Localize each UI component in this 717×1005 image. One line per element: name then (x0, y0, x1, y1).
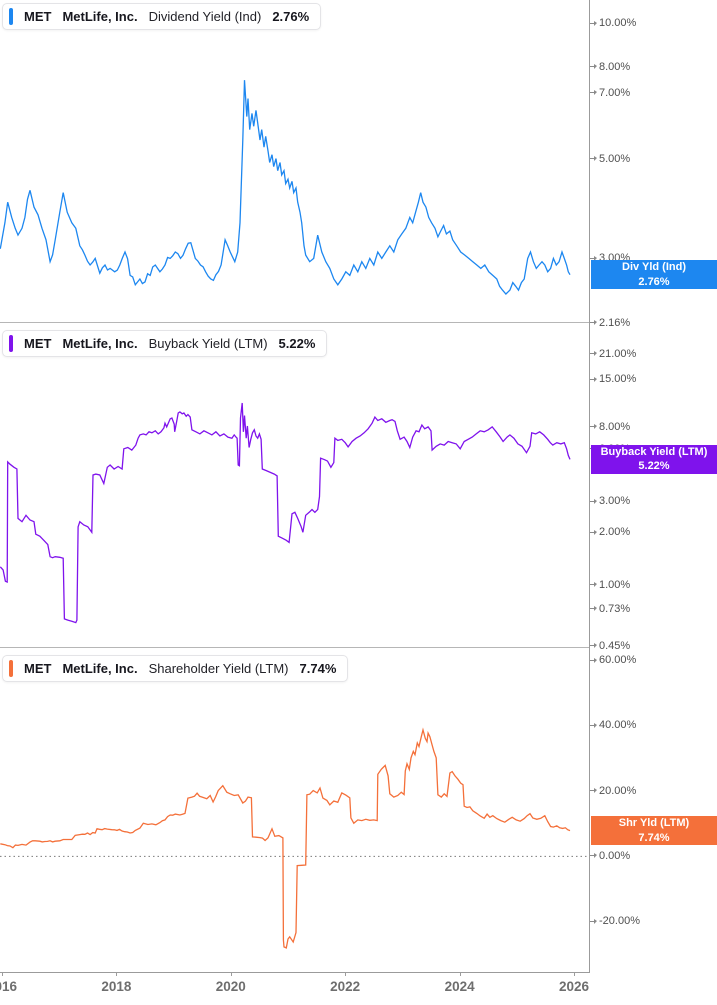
y-axis-tick-label: 10.00% (599, 17, 637, 30)
y-axis-tick (590, 853, 597, 859)
x-axis-year-label: 2020 (215, 979, 246, 994)
current-value: 5.22% (278, 336, 316, 351)
y-axis-tick (590, 64, 597, 70)
company-name: MetLife, Inc. (62, 661, 138, 676)
last-value-badge-div-yield: Div Yld (Ind) 2.76% (591, 260, 717, 290)
metric-name: Dividend Yield (Ind) (148, 9, 262, 24)
y-axis-tick-label: 0.00% (599, 849, 631, 862)
x-axis-year-label: 2018 (101, 979, 132, 994)
series-color-swatch (9, 335, 13, 352)
ticker-symbol: MET (24, 9, 52, 24)
y-axis-tick-label: 21.00% (599, 347, 637, 360)
x-axis-year-label: 2016 (0, 979, 18, 994)
company-name: MetLife, Inc. (62, 9, 138, 24)
ticker-symbol: MET (24, 661, 52, 676)
y-axis-tick-label: 15.00% (599, 373, 637, 386)
y-axis-tick (590, 529, 597, 535)
badge-label: Div Yld (Ind) (622, 261, 686, 274)
y-axis-tick (590, 90, 597, 96)
badge-value: 2.76% (638, 275, 670, 288)
y-axis-tick-label: 40.00% (599, 719, 637, 732)
y-axis-tick-label: 2.16% (599, 316, 631, 329)
x-axis-tick (574, 972, 575, 976)
last-value-badge-shareholder-yield: Shr Yld (LTM) 7.74% (591, 816, 717, 846)
badge-value: 5.22% (638, 460, 670, 473)
x-axis-year-label: 2022 (330, 979, 361, 994)
last-value-badge-buyback-yield: Buyback Yield (LTM) 5.22% (591, 444, 717, 474)
metric-name: Buyback Yield (LTM) (148, 336, 268, 351)
ticker-symbol: MET (24, 336, 52, 351)
y-axis-tick-label: 0.73% (599, 602, 631, 615)
y-axis-tick-label: 1.00% (599, 578, 631, 591)
x-axis-tick (345, 972, 347, 976)
y-axis-tick-label: 2.00% (599, 526, 631, 539)
company-name: MetLife, Inc. (62, 336, 138, 351)
y-axis-tick (590, 320, 597, 326)
y-axis-tick (590, 606, 597, 612)
y-axis-tick (590, 657, 597, 663)
buyback-yield-line (0, 402, 571, 624)
badge-label: Shr Yld (LTM) (618, 817, 690, 830)
metric-name: Shareholder Yield (LTM) (148, 661, 289, 676)
badge-label: Buyback Yield (LTM) (600, 446, 708, 459)
x-axis-tick (459, 972, 461, 976)
y-axis-tick-label: 8.00% (599, 420, 631, 433)
y-axis-tick-label: 60.00% (599, 654, 637, 667)
legend-shareholder-yield[interactable]: MET MetLife, Inc. Shareholder Yield (LTM… (2, 655, 349, 682)
x-axis-year-label: 2026 (558, 979, 590, 994)
series-color-swatch (9, 660, 13, 677)
y-axis-tick (590, 351, 597, 357)
y-axis-tick (590, 788, 597, 794)
y-axis-tick-label: 7.00% (599, 86, 631, 99)
y-axis-tick (590, 424, 597, 430)
y-axis-tick (590, 156, 597, 162)
y-axis-tick (590, 582, 597, 588)
current-value: 7.74% (299, 661, 337, 676)
y-axis-tick-label: 8.00% (599, 60, 631, 73)
y-axis-tick-label: 20.00% (599, 784, 637, 797)
y-axis-tick-label: -20.00% (599, 915, 640, 928)
series-color-swatch (9, 8, 13, 25)
y-axis-tick-label: 3.00% (599, 495, 631, 508)
y-axis-tick (590, 20, 597, 26)
x-axis-tick (116, 972, 118, 976)
badge-value: 7.74% (638, 831, 670, 844)
y-axis-tick (590, 722, 597, 728)
div-yield-line (0, 80, 571, 295)
legend-dividend-yield[interactable]: MET MetLife, Inc. Dividend Yield (Ind) 2… (2, 3, 322, 30)
y-axis-tick-label: 5.00% (599, 152, 631, 165)
y-axis-tick (590, 918, 597, 924)
y-axis-tick (590, 498, 597, 504)
shareholder-yield-line (0, 727, 571, 949)
legend-buyback-yield[interactable]: MET MetLife, Inc. Buyback Yield (LTM) 5.… (2, 330, 328, 357)
x-axis-year-label: 2024 (444, 979, 475, 994)
y-axis-tick (590, 376, 597, 382)
y-axis-tick (590, 255, 597, 261)
x-axis-tick (230, 972, 232, 976)
x-axis-tick (2, 972, 3, 976)
y-axis-tick (590, 643, 597, 649)
y-axis-tick-label: 0.45% (599, 639, 631, 652)
current-value: 2.76% (272, 9, 310, 24)
